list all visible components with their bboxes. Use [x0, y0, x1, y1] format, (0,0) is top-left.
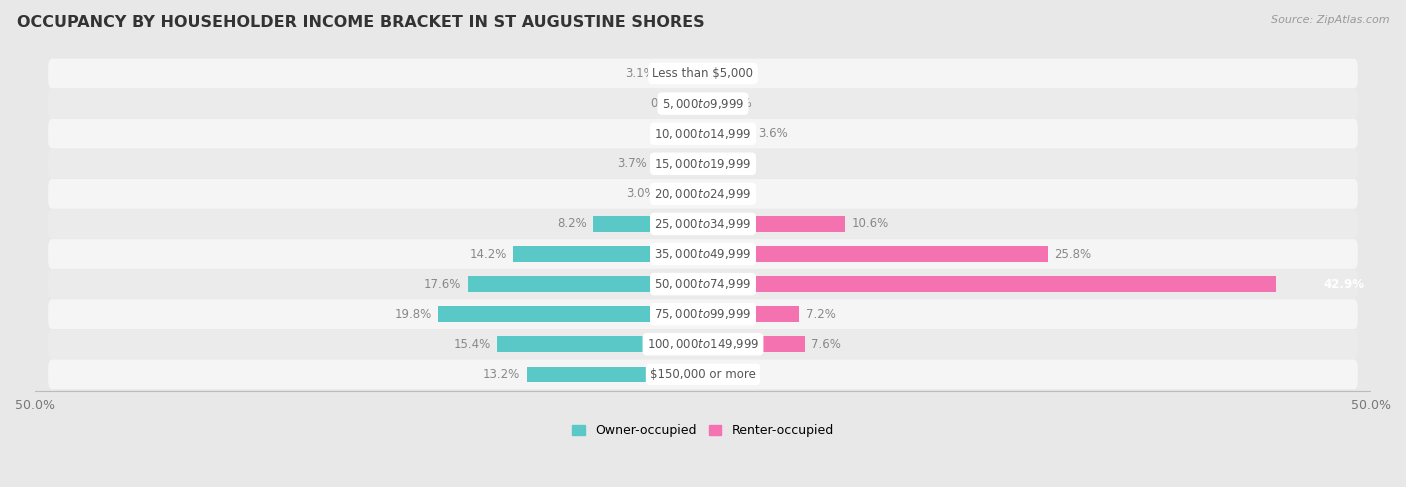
FancyBboxPatch shape	[48, 300, 1358, 329]
Text: 3.7%: 3.7%	[617, 157, 647, 170]
Bar	[703, 276, 1277, 292]
Bar	[703, 216, 845, 232]
Text: 1.0%: 1.0%	[723, 97, 752, 110]
Bar	[662, 186, 703, 202]
Text: 17.6%: 17.6%	[423, 278, 461, 291]
Bar	[703, 337, 804, 352]
Legend: Owner-occupied, Renter-occupied: Owner-occupied, Renter-occupied	[568, 419, 838, 442]
Text: 3.6%: 3.6%	[758, 127, 787, 140]
Text: 0.65%: 0.65%	[651, 97, 688, 110]
Text: 8.2%: 8.2%	[557, 217, 586, 230]
Bar	[703, 96, 717, 112]
Bar	[593, 216, 703, 232]
Bar	[703, 306, 799, 322]
Text: 15.4%: 15.4%	[453, 338, 491, 351]
Bar	[703, 126, 751, 142]
Text: 3.1%: 3.1%	[626, 67, 655, 80]
FancyBboxPatch shape	[48, 209, 1358, 239]
Text: $25,000 to $34,999: $25,000 to $34,999	[654, 217, 752, 231]
Text: $15,000 to $19,999: $15,000 to $19,999	[654, 157, 752, 171]
Text: $75,000 to $99,999: $75,000 to $99,999	[654, 307, 752, 321]
Bar	[439, 306, 703, 322]
FancyBboxPatch shape	[48, 329, 1358, 359]
Text: $100,000 to $149,999: $100,000 to $149,999	[647, 337, 759, 351]
Text: Less than $5,000: Less than $5,000	[652, 67, 754, 80]
Text: 25.8%: 25.8%	[1054, 247, 1091, 261]
Bar	[513, 246, 703, 262]
FancyBboxPatch shape	[48, 269, 1358, 299]
FancyBboxPatch shape	[48, 149, 1358, 179]
Bar	[468, 276, 703, 292]
Text: $20,000 to $24,999: $20,000 to $24,999	[654, 187, 752, 201]
Text: 3.0%: 3.0%	[627, 187, 657, 200]
Text: $10,000 to $14,999: $10,000 to $14,999	[654, 127, 752, 141]
Text: 13.2%: 13.2%	[482, 368, 520, 381]
FancyBboxPatch shape	[48, 239, 1358, 269]
Text: 7.6%: 7.6%	[811, 338, 841, 351]
Text: 10.6%: 10.6%	[851, 217, 889, 230]
Text: 7.2%: 7.2%	[806, 308, 835, 320]
Bar	[695, 96, 703, 112]
Text: 0.63%: 0.63%	[718, 67, 755, 80]
Text: 0.0%: 0.0%	[710, 187, 740, 200]
Text: 0.0%: 0.0%	[710, 368, 740, 381]
Bar	[688, 126, 703, 142]
FancyBboxPatch shape	[48, 89, 1358, 118]
FancyBboxPatch shape	[48, 179, 1358, 209]
Bar	[662, 66, 703, 81]
Text: 0.63%: 0.63%	[718, 157, 755, 170]
FancyBboxPatch shape	[48, 119, 1358, 149]
Text: 1.2%: 1.2%	[651, 127, 681, 140]
Text: $5,000 to $9,999: $5,000 to $9,999	[662, 96, 744, 111]
Bar	[703, 66, 711, 81]
Text: OCCUPANCY BY HOUSEHOLDER INCOME BRACKET IN ST AUGUSTINE SHORES: OCCUPANCY BY HOUSEHOLDER INCOME BRACKET …	[17, 15, 704, 30]
Text: 14.2%: 14.2%	[470, 247, 506, 261]
FancyBboxPatch shape	[48, 58, 1358, 89]
Text: 42.9%: 42.9%	[1323, 278, 1364, 291]
Text: $50,000 to $74,999: $50,000 to $74,999	[654, 277, 752, 291]
Text: Source: ZipAtlas.com: Source: ZipAtlas.com	[1271, 15, 1389, 25]
Bar	[527, 367, 703, 382]
Text: 19.8%: 19.8%	[395, 308, 432, 320]
Bar	[498, 337, 703, 352]
Text: $150,000 or more: $150,000 or more	[650, 368, 756, 381]
Bar	[703, 156, 711, 171]
Bar	[703, 246, 1047, 262]
Text: $35,000 to $49,999: $35,000 to $49,999	[654, 247, 752, 261]
Bar	[654, 156, 703, 171]
FancyBboxPatch shape	[48, 359, 1358, 389]
